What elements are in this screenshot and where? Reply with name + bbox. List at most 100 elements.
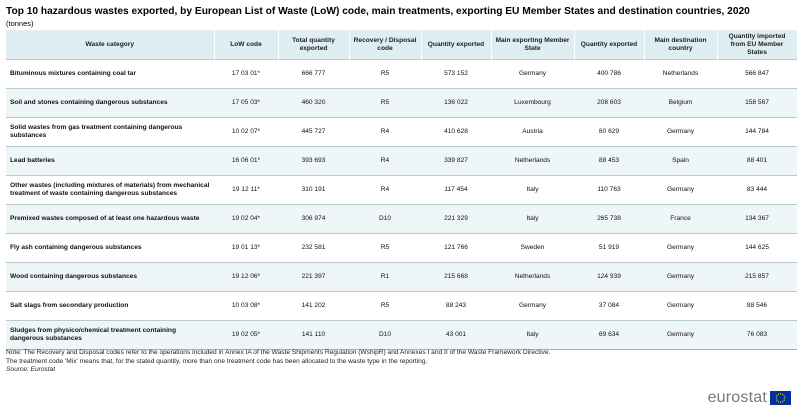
table-row: Other wastes (including mixtures of mate… [6, 175, 797, 205]
table-row: Sludges from physico/chemical treatment … [6, 320, 797, 350]
col-quantity-imported: Quantity imported from EU Member States [717, 30, 798, 60]
cell-quantity-exported: 339 827 [421, 146, 491, 176]
cell-total-quantity: 445 727 [278, 117, 349, 147]
cell-exporting-state: Netherlands [491, 262, 574, 292]
cell-state-quantity: 80 629 [574, 117, 644, 147]
cell-destination-country: Germany [644, 320, 717, 350]
table-row: Wood containing dangerous substances 19 … [6, 262, 797, 292]
cell-treatment-code: D10 [349, 204, 421, 234]
cell-state-quantity: 265 738 [574, 204, 644, 234]
cell-waste-category: Solid wastes from gas treatment containi… [6, 117, 214, 147]
cell-low-code: 10 02 07* [214, 117, 278, 147]
cell-waste-category: Other wastes (including mixtures of mate… [6, 175, 214, 205]
cell-state-quantity: 208 603 [574, 88, 644, 118]
flag-star [781, 393, 784, 395]
flag-star [783, 399, 785, 401]
cell-destination-country: Belgium [644, 88, 717, 118]
cell-quantity-exported: 136 022 [421, 88, 491, 118]
cell-waste-category: Premixed wastes composed of at least one… [6, 204, 214, 234]
cell-treatment-code: R5 [349, 233, 421, 263]
cell-quantity-exported: 88 243 [421, 291, 491, 321]
note-treatment-mix: The treatment code 'Mix' means that, for… [6, 357, 428, 365]
cell-waste-category: Wood containing dangerous substances [6, 262, 214, 292]
cell-destination-country: Spain [644, 146, 717, 176]
cell-quantity-imported: 215 857 [717, 262, 797, 292]
header-row: Waste category LoW code Total quantity e… [6, 30, 798, 60]
cell-waste-category: Sludges from physico/chemical treatment … [6, 320, 214, 350]
cell-destination-country: Germany [644, 175, 717, 205]
cell-total-quantity: 141 110 [278, 320, 349, 350]
cell-total-quantity: 232 581 [278, 233, 349, 263]
flag-star [779, 401, 782, 403]
cell-low-code: 10 03 08* [214, 291, 278, 321]
table-row: Premixed wastes composed of at least one… [6, 204, 797, 234]
cell-quantity-imported: 144 784 [717, 117, 797, 147]
flag-star [777, 393, 780, 395]
cell-state-quantity: 88 453 [574, 146, 644, 176]
cell-low-code: 17 05 03* [214, 88, 278, 118]
col-total-quantity-exported: Total quantity exported [278, 30, 350, 60]
cell-quantity-exported: 215 668 [421, 262, 491, 292]
cell-quantity-exported: 221 329 [421, 204, 491, 234]
cell-exporting-state: Germany [491, 291, 574, 321]
cell-low-code: 19 12 06* [214, 262, 278, 292]
flag-star [776, 395, 778, 397]
flag-star [777, 401, 780, 403]
cell-state-quantity: 51 919 [574, 233, 644, 263]
table-row: Fly ash containing dangerous substances … [6, 233, 797, 263]
cell-exporting-state: Italy [491, 320, 574, 350]
cell-exporting-state: Italy [491, 204, 574, 234]
cell-state-quantity: 37 084 [574, 291, 644, 321]
cell-waste-category: Salt slags from secondary production [6, 291, 214, 321]
cell-state-quantity: 110 763 [574, 175, 644, 205]
cell-waste-category: Fly ash containing dangerous substances [6, 233, 214, 263]
table-notes: Note: The Recovery and Disposal codes re… [6, 349, 796, 375]
cell-waste-category: Bituminous mixtures containing coal tar [6, 59, 214, 89]
cell-quantity-imported: 158 567 [717, 88, 797, 118]
cell-total-quantity: 393 693 [278, 146, 349, 176]
cell-exporting-state: Austria [491, 117, 574, 147]
flag-star [779, 393, 782, 395]
cell-quantity-exported: 117 454 [421, 175, 491, 205]
brand-name: eurostat [707, 389, 767, 406]
col-quantity-exported: Quantity exported [421, 30, 492, 60]
col-waste-category: Waste category [6, 30, 215, 60]
cell-quantity-exported: 43 001 [421, 320, 491, 350]
cell-exporting-state: Netherlands [491, 146, 574, 176]
table-row: Salt slags from secondary production 10 … [6, 291, 797, 321]
eurostat-logo: eurostat [707, 389, 791, 406]
flag-star [776, 399, 778, 401]
source-label: Source: Eurostat [6, 366, 56, 374]
flag-star [783, 395, 785, 397]
eu-flag-icon [770, 391, 791, 405]
cell-total-quantity: 310 191 [278, 175, 349, 205]
cell-destination-country: France [644, 204, 717, 234]
cell-quantity-imported: 83 444 [717, 175, 797, 205]
cell-destination-country: Germany [644, 233, 717, 263]
cell-low-code: 19 12 11* [214, 175, 278, 205]
cell-low-code: 19 02 04* [214, 204, 278, 234]
cell-low-code: 19 01 13* [214, 233, 278, 263]
col-main-destination-country: Main destination country [644, 30, 718, 60]
note-recovery-disposal: Note: The Recovery and Disposal codes re… [6, 349, 551, 356]
cell-destination-country: Germany [644, 117, 717, 147]
unit-label: (tonnes) [6, 19, 34, 28]
cell-treatment-code: R5 [349, 59, 421, 89]
cell-waste-category: Lead batteries [6, 146, 214, 176]
cell-destination-country: Germany [644, 291, 717, 321]
cell-quantity-imported: 88 546 [717, 291, 797, 321]
cell-low-code: 19 02 05* [214, 320, 278, 350]
cell-quantity-exported: 121 766 [421, 233, 491, 263]
cell-treatment-code: R4 [349, 117, 421, 147]
col-main-exporting-member-state: Main exporting Member State [491, 30, 575, 60]
cell-total-quantity: 666 777 [278, 59, 349, 89]
cell-treatment-code: R4 [349, 175, 421, 205]
cell-exporting-state: Sweden [491, 233, 574, 263]
cell-treatment-code: R1 [349, 262, 421, 292]
cell-quantity-imported: 76 083 [717, 320, 797, 350]
cell-exporting-state: Luxembourg [491, 88, 574, 118]
cell-quantity-imported: 134 367 [717, 204, 797, 234]
cell-total-quantity: 460 320 [278, 88, 349, 118]
cell-exporting-state: Italy [491, 175, 574, 205]
waste-table: Waste category LoW code Total quantity e… [6, 30, 798, 350]
